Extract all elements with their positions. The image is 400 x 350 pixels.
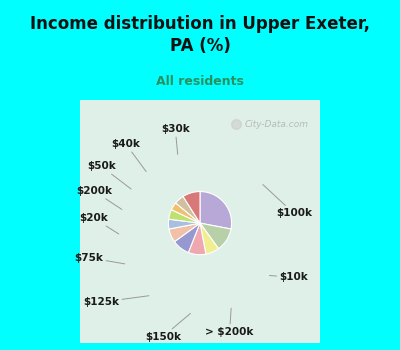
- Wedge shape: [176, 196, 200, 223]
- Bar: [77, 100, 323, 346]
- Text: $125k: $125k: [83, 296, 149, 307]
- Wedge shape: [169, 210, 200, 223]
- Bar: [320, 100, 323, 346]
- Wedge shape: [200, 191, 232, 229]
- Wedge shape: [169, 223, 200, 242]
- Text: All residents: All residents: [156, 75, 244, 88]
- Wedge shape: [172, 203, 200, 223]
- Text: $40k: $40k: [112, 139, 146, 172]
- Wedge shape: [183, 191, 200, 223]
- Text: $10k: $10k: [270, 272, 308, 282]
- Bar: [77, 343, 323, 346]
- Text: $75k: $75k: [74, 253, 125, 264]
- Text: $30k: $30k: [161, 124, 190, 154]
- Text: City-Data.com: City-Data.com: [244, 120, 308, 129]
- Text: > $200k: > $200k: [206, 308, 254, 337]
- Text: $100k: $100k: [263, 184, 312, 218]
- Text: $50k: $50k: [87, 161, 131, 189]
- Wedge shape: [174, 223, 200, 252]
- Bar: [77, 100, 80, 346]
- Wedge shape: [200, 223, 218, 254]
- Wedge shape: [168, 219, 200, 229]
- Wedge shape: [200, 223, 231, 249]
- Text: $200k: $200k: [76, 186, 122, 209]
- Text: Income distribution in Upper Exeter,
PA (%): Income distribution in Upper Exeter, PA …: [30, 15, 370, 55]
- Text: $20k: $20k: [80, 213, 119, 234]
- Wedge shape: [188, 223, 206, 255]
- Text: $150k: $150k: [145, 313, 190, 342]
